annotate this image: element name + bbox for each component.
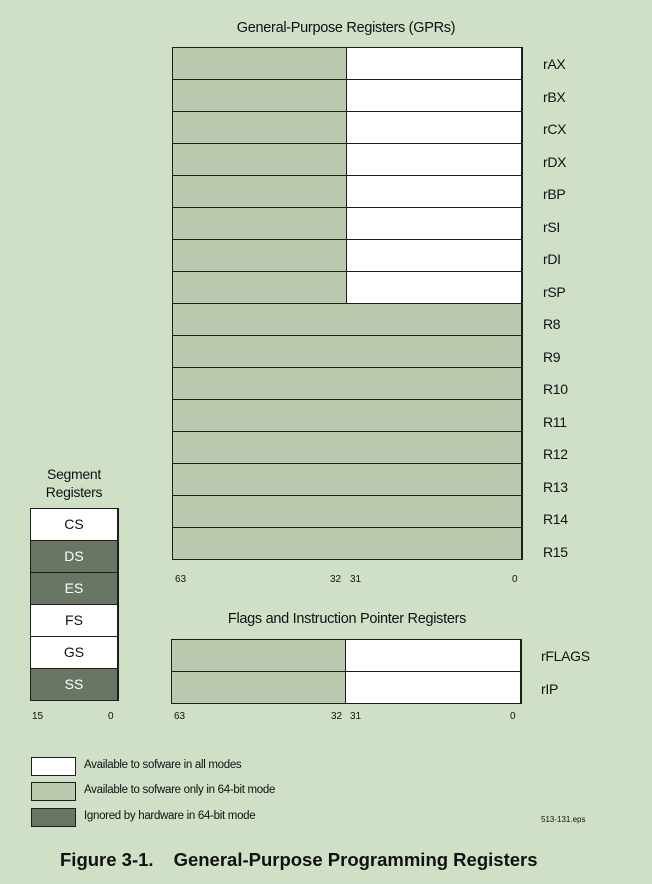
gpr-row-r8 [173,304,521,336]
gpr-label-r13: R13 [543,478,568,495]
figure-number: Figure 3-1. [60,849,154,870]
gpr-high-half [173,208,347,239]
gpr-full-width [173,400,521,431]
legend-text-1: Available to sofware in all modes [84,759,242,771]
flags-bit-31: 31 [350,711,362,722]
flags-register-block [171,639,522,704]
gpr-high-half [173,144,347,175]
gpr-full-width [173,304,521,335]
gpr-high-half [173,48,347,79]
flags-high-half [172,672,346,703]
gpr-label-rdi: rDI [543,251,561,267]
gpr-label-r15: R15 [543,543,568,560]
legend-swatch-1 [31,757,76,776]
segment-register-fs: FS [31,605,117,637]
gpr-full-width [173,528,521,559]
gpr-bit-32: 32 [330,574,342,585]
gpr-label-rax: rAX [543,56,566,72]
gpr-row-rbx [173,80,521,112]
segment-title: Segment Registers [30,465,118,501]
gpr-row-r12 [173,432,521,464]
segment-register-ds: DS [31,541,117,573]
gpr-low-half [347,208,521,239]
gpr-high-half [173,112,347,143]
segment-register-block: CS DS ES FS GS SS [30,508,119,701]
gpr-row-r15 [173,528,521,559]
gpr-label-r12: R12 [543,446,568,462]
legend-text-3: Ignored by hardware in 64-bit mode [84,810,256,822]
gpr-label-r10: R10 [543,381,568,397]
gpr-title: General-Purpose Registers (GPRs) [236,20,456,36]
gpr-row-rcx [173,112,521,144]
flags-row-rip [172,672,520,703]
gpr-full-width [173,464,521,495]
gpr-row-rax [173,48,521,80]
gpr-row-r11 [173,400,521,432]
gpr-label-rcx: rCX [543,121,567,137]
legend-swatch-2 [31,782,76,801]
segment-title-line1: Segment [47,466,101,482]
gpr-row-r10 [173,368,521,400]
gpr-high-half [173,272,347,303]
gpr-row-r9 [173,336,521,368]
gpr-label-r9: R9 [543,348,561,365]
gpr-row-rsp [173,272,521,304]
gpr-bit-31: 31 [350,574,362,585]
gpr-bit-0: 0 [512,574,518,585]
gpr-full-width [173,432,521,463]
segment-register-ss: SS [31,669,117,700]
flags-label-rflags: rFLAGS [541,648,590,664]
flags-bit-0: 0 [510,711,516,722]
gpr-row-rdx [173,144,521,176]
flags-low-half [346,672,520,703]
gpr-label-r11: R11 [543,413,567,430]
segment-bit-0: 0 [108,711,114,722]
gpr-low-half [347,112,521,143]
gpr-row-rsi [173,208,521,240]
flags-bit-32: 32 [331,711,343,722]
legend-text-2: Available to sofware only in 64-bit mode [84,784,276,796]
flags-high-half [172,640,346,671]
flags-title: Flags and Instruction Pointer Registers [227,611,467,627]
gpr-full-width [173,336,521,367]
flags-bit-63: 63 [174,711,186,722]
segment-register-es: ES [31,573,117,605]
gpr-row-rbp [173,176,521,208]
segment-title-line2: Registers [45,484,103,500]
gpr-full-width [173,496,521,527]
gpr-low-half [347,240,521,271]
segment-register-gs: GS [31,637,117,669]
segment-bit-15: 15 [32,711,44,722]
figure-title: General-Purpose Programming Registers [173,849,538,870]
gpr-low-half [347,144,521,175]
gpr-low-half [347,48,521,79]
flags-label-rip: rIP [541,680,558,697]
gpr-label-rbp: rBP [543,186,566,202]
gpr-row-r14 [173,496,521,528]
gpr-label-r8: R8 [543,316,561,332]
gpr-bit-63: 63 [175,574,187,585]
figure-caption: Figure 3-1. General-Purpose Programming R… [60,849,538,871]
gpr-full-width [173,368,521,399]
gpr-high-half [173,80,347,111]
flags-row-rflags [172,640,520,672]
gpr-label-rsp: rSP [543,283,566,300]
gpr-high-half [173,240,347,271]
gpr-low-half [347,176,521,207]
gpr-label-r14: R14 [543,511,568,527]
legend-swatch-3 [31,808,76,827]
segment-register-cs: CS [31,509,117,541]
flags-low-half [346,640,520,671]
gpr-label-rsi: rSI [543,218,560,235]
file-id: 513-131.eps [541,815,586,824]
gpr-register-block [172,47,523,560]
gpr-high-half [173,176,347,207]
gpr-label-rdx: rDX [543,153,567,170]
gpr-low-half [347,272,521,303]
gpr-label-rbx: rBX [543,88,566,105]
gpr-row-rdi [173,240,521,272]
gpr-low-half [347,80,521,111]
gpr-row-r13 [173,464,521,496]
